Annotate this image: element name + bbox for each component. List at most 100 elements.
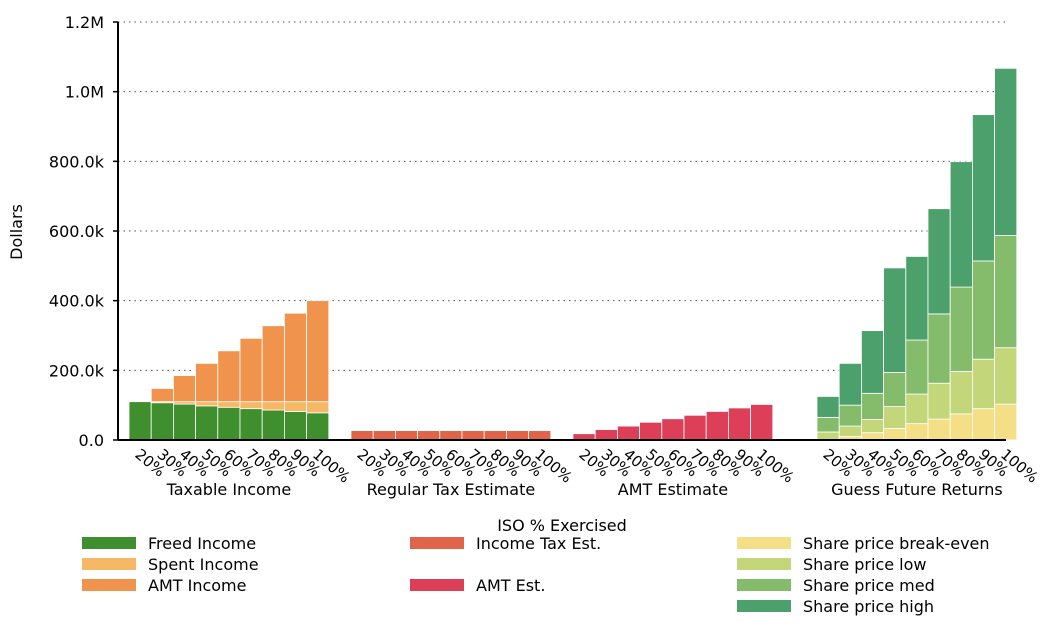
group-label: Regular Tax Estimate xyxy=(367,480,536,499)
bar-segment xyxy=(617,425,641,441)
legend-swatch xyxy=(82,579,136,591)
y-tick-label: 800.0k xyxy=(49,152,105,171)
bar-segment xyxy=(972,408,996,441)
bar-segment xyxy=(594,429,618,441)
bar-segment xyxy=(816,431,840,441)
bar-segment xyxy=(195,362,219,403)
legend: Freed Income Spent Income AMT Income Income… xyxy=(82,534,990,616)
bar-segment xyxy=(972,114,996,262)
bar-segment xyxy=(972,260,996,360)
bar-segment xyxy=(283,312,307,403)
bar-segment xyxy=(283,411,307,441)
bar-segment xyxy=(195,405,219,441)
bar-segment xyxy=(838,404,862,427)
y-axis-label: Dollars xyxy=(7,204,26,260)
y-tick-label: 0.0 xyxy=(79,431,104,450)
bar-segment xyxy=(927,382,951,420)
bar-segment xyxy=(661,418,685,441)
bar-segment xyxy=(261,409,285,441)
bar-segment xyxy=(683,414,707,441)
bar-segment xyxy=(306,401,330,414)
group-label: Guess Future Returns xyxy=(831,480,1003,499)
bar-segment xyxy=(217,406,241,441)
bar-segment xyxy=(927,313,951,384)
legend-swatch xyxy=(737,558,791,570)
bar-segment xyxy=(639,421,663,441)
bar-segment xyxy=(261,401,285,411)
bar-segment xyxy=(994,235,1018,349)
bar-marks xyxy=(128,67,1018,441)
bar-segment xyxy=(528,430,552,441)
legend-label: Share price high xyxy=(803,597,934,616)
legend-label: Income Tax Est. xyxy=(476,534,601,553)
bar-segment xyxy=(861,419,885,434)
bar-segment xyxy=(150,388,174,403)
bar-segment xyxy=(128,401,152,441)
group-label: Taxable Income xyxy=(166,480,292,499)
bar-segment xyxy=(972,358,996,410)
bar-segment xyxy=(394,430,418,441)
axes xyxy=(117,22,1006,441)
bar-segment xyxy=(838,362,862,406)
bar-segment xyxy=(439,430,463,441)
bar-segment xyxy=(239,401,263,410)
legend-label: Share price low xyxy=(803,555,926,574)
bar-segment xyxy=(750,404,774,441)
bar-segment xyxy=(883,406,907,429)
bar-segment xyxy=(883,372,907,407)
legend-label: AMT Income xyxy=(148,576,246,595)
bar-segment xyxy=(172,375,196,403)
bar-segment xyxy=(217,401,241,408)
bar-segment xyxy=(905,339,929,395)
bar-segment xyxy=(306,412,330,441)
bar-segment xyxy=(905,256,929,341)
bar-segment xyxy=(195,401,219,407)
legend-swatch xyxy=(737,600,791,612)
y-tick-label: 600.0k xyxy=(49,222,105,241)
bar-segment xyxy=(816,416,840,433)
y-tick-label: 1.0M xyxy=(65,83,104,102)
bar-segment xyxy=(905,393,929,425)
group-label: AMT Estimate xyxy=(618,480,728,499)
legend-label: Freed Income xyxy=(148,534,256,553)
bar-segment xyxy=(705,411,729,441)
legend-swatch xyxy=(410,579,464,591)
bar-segment xyxy=(150,402,174,441)
bar-segment xyxy=(372,430,396,441)
bar-segment xyxy=(350,430,374,441)
bar-segment xyxy=(949,161,973,288)
bar-segment xyxy=(417,430,441,441)
bar-segment xyxy=(883,428,907,441)
bar-segment xyxy=(261,325,285,403)
bar-segment xyxy=(994,403,1018,441)
legend-label: Share price break-even xyxy=(803,534,990,553)
bar-segment xyxy=(217,350,241,403)
legend-swatch xyxy=(82,537,136,549)
bar-segment xyxy=(483,430,507,441)
y-tick-labels: 0.0 200.0k 400.0k 600.0k 800.0k 1.0M 1.2M xyxy=(49,13,105,450)
bar-segment xyxy=(861,392,885,420)
bar-segment xyxy=(994,67,1018,236)
bar-segment xyxy=(949,413,973,441)
bar-segment xyxy=(927,208,951,315)
bar-segment xyxy=(172,403,196,441)
legend-label: Share price med xyxy=(803,576,935,595)
bar-segment xyxy=(949,370,973,415)
grid-lines xyxy=(113,21,1006,441)
y-tick-label: 200.0k xyxy=(49,361,105,380)
bar-segment xyxy=(505,430,529,441)
bar-segment xyxy=(905,423,929,441)
bar-segment xyxy=(994,347,1018,405)
legend-swatch xyxy=(737,579,791,591)
legend-swatch xyxy=(82,558,136,570)
bar-segment xyxy=(283,401,307,412)
legend-swatch xyxy=(737,537,791,549)
bar-segment xyxy=(239,408,263,441)
bar-segment xyxy=(883,267,907,373)
y-tick-label: 400.0k xyxy=(49,292,105,311)
bar-segment xyxy=(816,396,840,418)
bar-segment xyxy=(461,430,485,441)
bar-segment xyxy=(861,330,885,394)
legend-label: Spent Income xyxy=(148,555,259,574)
